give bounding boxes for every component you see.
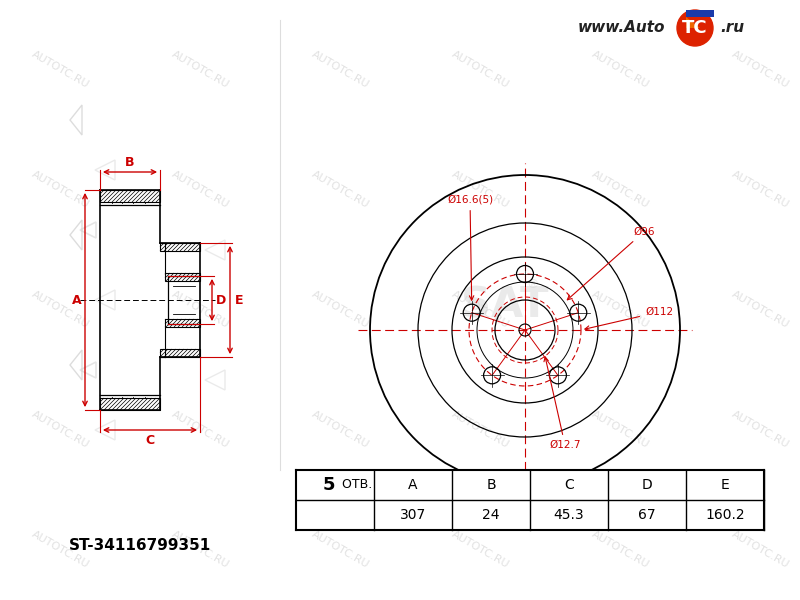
Text: AUTOTC.RU: AUTOTC.RU: [30, 530, 90, 571]
Text: Ø12.7: Ø12.7: [544, 357, 581, 450]
Text: .ru: .ru: [720, 20, 744, 35]
Text: AUTOTC.RU: AUTOTC.RU: [170, 290, 230, 331]
Text: 160.2: 160.2: [705, 508, 745, 522]
Text: AUTOTC.RU: AUTOTC.RU: [170, 530, 230, 571]
Text: ОТВ.: ОТВ.: [338, 479, 372, 491]
Text: AUTOTC.RU: AUTOTC.RU: [590, 50, 650, 91]
Text: AUTOTC.RU: AUTOTC.RU: [30, 290, 90, 331]
Text: AUTOTC.RU: AUTOTC.RU: [450, 530, 510, 571]
Text: www.Auto: www.Auto: [578, 20, 665, 35]
Text: AUTOTC.RU: AUTOTC.RU: [590, 530, 650, 571]
Text: 5: 5: [322, 476, 335, 494]
Bar: [160, 349, 200, 357]
Text: B: B: [486, 478, 496, 492]
Text: AUTOTC.RU: AUTOTC.RU: [590, 170, 650, 211]
Text: AUTOTC.RU: AUTOTC.RU: [170, 170, 230, 211]
Text: AUTOTC.RU: AUTOTC.RU: [730, 290, 790, 331]
Text: C: C: [146, 433, 154, 446]
Text: AUTOTC.RU: AUTOTC.RU: [310, 410, 370, 451]
Text: Ø16.6(5): Ø16.6(5): [447, 195, 493, 300]
Circle shape: [677, 10, 713, 46]
Text: Ø96: Ø96: [567, 227, 654, 300]
Text: AUTOTC.RU: AUTOTC.RU: [450, 410, 510, 451]
Bar: [100, 398, 160, 410]
Text: AUTOTC.RU: AUTOTC.RU: [30, 410, 90, 451]
Text: AUTOTC.RU: AUTOTC.RU: [730, 410, 790, 451]
Text: AUTOTC.RU: AUTOTC.RU: [590, 290, 650, 331]
Text: SAT: SAT: [462, 284, 549, 326]
Text: AUTOTC.RU: AUTOTC.RU: [170, 50, 230, 91]
Text: 307: 307: [400, 508, 426, 522]
Text: A: A: [408, 478, 418, 492]
Bar: [160, 243, 200, 251]
Text: C: C: [564, 478, 574, 492]
Text: AUTOTC.RU: AUTOTC.RU: [310, 530, 370, 571]
Text: Ø112: Ø112: [585, 307, 673, 330]
Text: 45.3: 45.3: [554, 508, 584, 522]
Text: AUTOTC.RU: AUTOTC.RU: [170, 410, 230, 451]
Text: 67: 67: [638, 508, 656, 522]
Text: TC: TC: [682, 19, 708, 37]
Text: D: D: [642, 478, 652, 492]
Text: B: B: [126, 155, 134, 169]
Text: AUTOTC.RU: AUTOTC.RU: [450, 50, 510, 91]
Bar: [686, 10, 714, 17]
Text: ST-34116799351: ST-34116799351: [69, 538, 211, 553]
Text: D: D: [216, 293, 226, 307]
Text: E: E: [721, 478, 730, 492]
Text: AUTOTC.RU: AUTOTC.RU: [310, 290, 370, 331]
Text: AUTOTC.RU: AUTOTC.RU: [590, 410, 650, 451]
Bar: [296, 470, 764, 530]
Bar: [100, 190, 160, 202]
Text: AUTOTC.RU: AUTOTC.RU: [450, 290, 510, 331]
Text: AUTOTC.RU: AUTOTC.RU: [30, 50, 90, 91]
Bar: [165, 319, 200, 327]
Text: AUTOTC.RU: AUTOTC.RU: [730, 530, 790, 571]
Text: E: E: [234, 293, 243, 307]
Text: A: A: [72, 293, 82, 307]
Text: AUTOTC.RU: AUTOTC.RU: [30, 170, 90, 211]
Polygon shape: [686, 17, 700, 28]
Text: AUTOTC.RU: AUTOTC.RU: [730, 50, 790, 91]
Text: 24: 24: [482, 508, 500, 522]
Text: AUTOTC.RU: AUTOTC.RU: [730, 170, 790, 211]
Text: AUTOTC.RU: AUTOTC.RU: [310, 170, 370, 211]
Bar: [165, 273, 200, 281]
Text: AUTOTC.RU: AUTOTC.RU: [450, 170, 510, 211]
Text: ®: ®: [526, 278, 539, 292]
Text: AUTOTC.RU: AUTOTC.RU: [310, 50, 370, 91]
